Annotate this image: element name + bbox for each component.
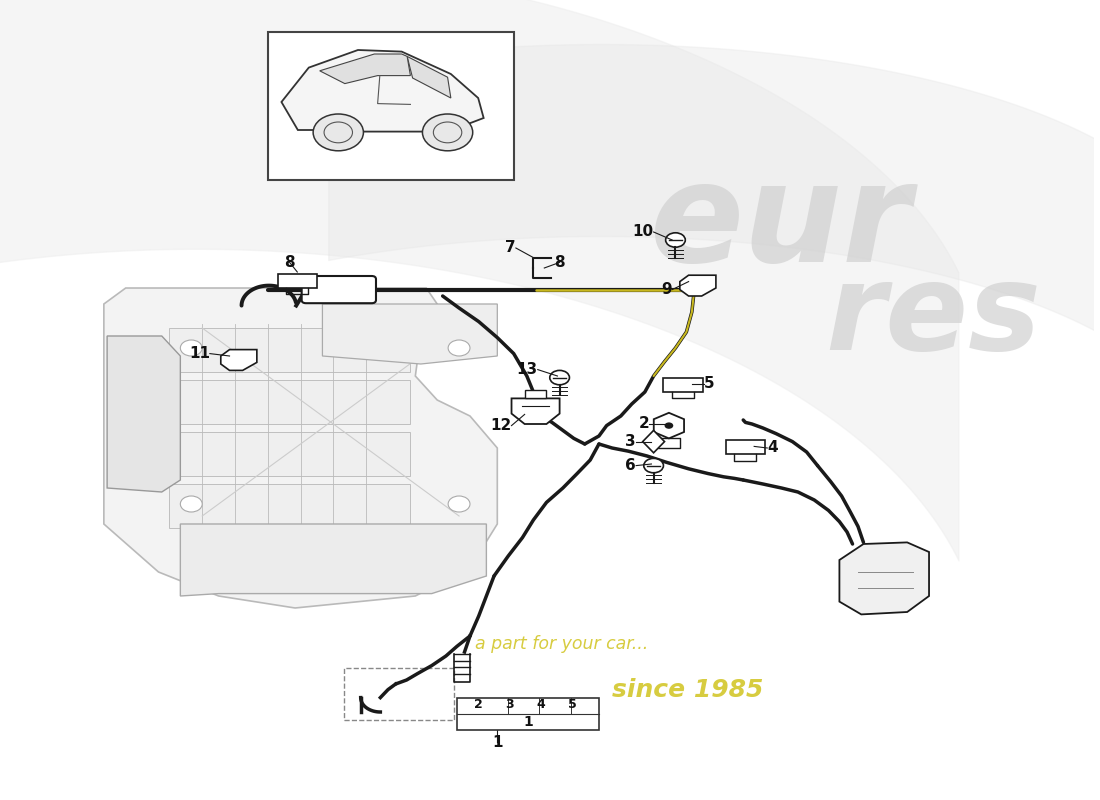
Text: 9: 9 [661, 282, 672, 297]
Text: 3: 3 [505, 698, 514, 711]
Polygon shape [839, 542, 930, 614]
Text: 10: 10 [632, 225, 653, 239]
Bar [169, 432, 410, 476]
Text: 7: 7 [505, 241, 516, 255]
Bar [525, 390, 547, 398]
Polygon shape [642, 430, 664, 453]
Circle shape [664, 422, 673, 429]
Polygon shape [653, 413, 684, 438]
Text: 13: 13 [517, 362, 538, 377]
Circle shape [644, 458, 663, 473]
Text: 4: 4 [537, 698, 546, 711]
Text: 5: 5 [704, 377, 715, 391]
Text: 8: 8 [554, 255, 565, 270]
Circle shape [180, 496, 202, 512]
Bar [267, 32, 514, 180]
FancyBboxPatch shape [301, 276, 376, 303]
Text: res: res [825, 258, 1041, 374]
Text: 11: 11 [189, 346, 210, 361]
Text: a part for your car...: a part for your car... [475, 635, 649, 653]
Text: eur: eur [650, 157, 912, 291]
Bar [456, 698, 600, 730]
Bar [726, 440, 766, 454]
Text: 1: 1 [492, 735, 503, 750]
Circle shape [314, 114, 363, 150]
Text: 2: 2 [638, 417, 649, 431]
Polygon shape [322, 304, 497, 364]
Polygon shape [103, 288, 497, 608]
Bar [169, 380, 410, 424]
Text: 6: 6 [626, 458, 636, 473]
Polygon shape [320, 54, 410, 83]
Polygon shape [282, 50, 484, 131]
Circle shape [180, 340, 202, 356]
Polygon shape [107, 336, 180, 492]
Text: 2: 2 [474, 698, 483, 711]
Text: 3: 3 [626, 434, 636, 449]
Text: since 1985: since 1985 [612, 678, 763, 702]
Bar [169, 484, 410, 528]
Text: 1: 1 [522, 715, 532, 730]
Text: 12: 12 [491, 418, 512, 433]
Circle shape [422, 114, 473, 150]
Text: 4: 4 [768, 441, 778, 455]
Polygon shape [407, 56, 451, 98]
Circle shape [448, 340, 470, 356]
Bar [663, 378, 703, 392]
Text: 5: 5 [568, 698, 576, 711]
Bar [344, 668, 453, 720]
Text: 8: 8 [284, 255, 295, 270]
Bar [277, 274, 317, 288]
Polygon shape [680, 275, 716, 296]
Polygon shape [221, 350, 257, 370]
Circle shape [550, 370, 570, 385]
Polygon shape [512, 398, 560, 424]
Circle shape [448, 496, 470, 512]
Bar [169, 328, 410, 372]
Polygon shape [180, 524, 486, 596]
Circle shape [666, 233, 685, 247]
